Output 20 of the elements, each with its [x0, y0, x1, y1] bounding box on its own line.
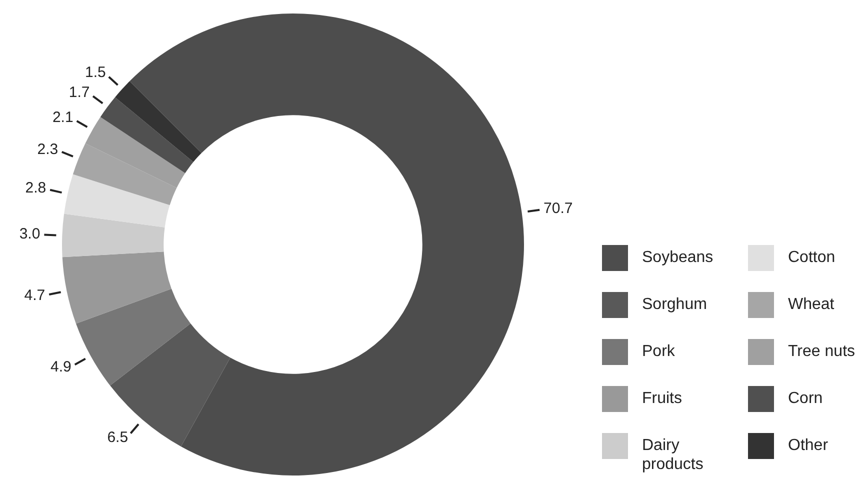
legend-label: Other	[788, 436, 828, 455]
legend-label: Cotton	[788, 248, 836, 267]
data-label: 4.9	[50, 358, 72, 376]
data-label: 2.3	[37, 140, 58, 158]
legend-label: Corn	[788, 389, 823, 408]
data-label: 4.7	[24, 286, 46, 304]
legend-label: Soybeans	[642, 248, 714, 267]
legend-label: Sorghum	[642, 295, 707, 314]
data-label: 3.0	[19, 226, 40, 243]
data-label: 6.5	[107, 429, 128, 446]
data-label: 1.5	[85, 64, 106, 82]
legend-label: Tree nuts	[788, 342, 856, 361]
data-label: 70.7	[544, 200, 573, 218]
legend-label: Dairy products	[642, 436, 704, 474]
legend-label: Fruits	[642, 389, 682, 408]
data-label: 2.8	[25, 180, 46, 197]
legend-label: Pork	[642, 342, 675, 361]
legend-label: Wheat	[788, 295, 834, 314]
data-label: 2.1	[52, 109, 74, 126]
data-label: 1.7	[68, 84, 90, 101]
